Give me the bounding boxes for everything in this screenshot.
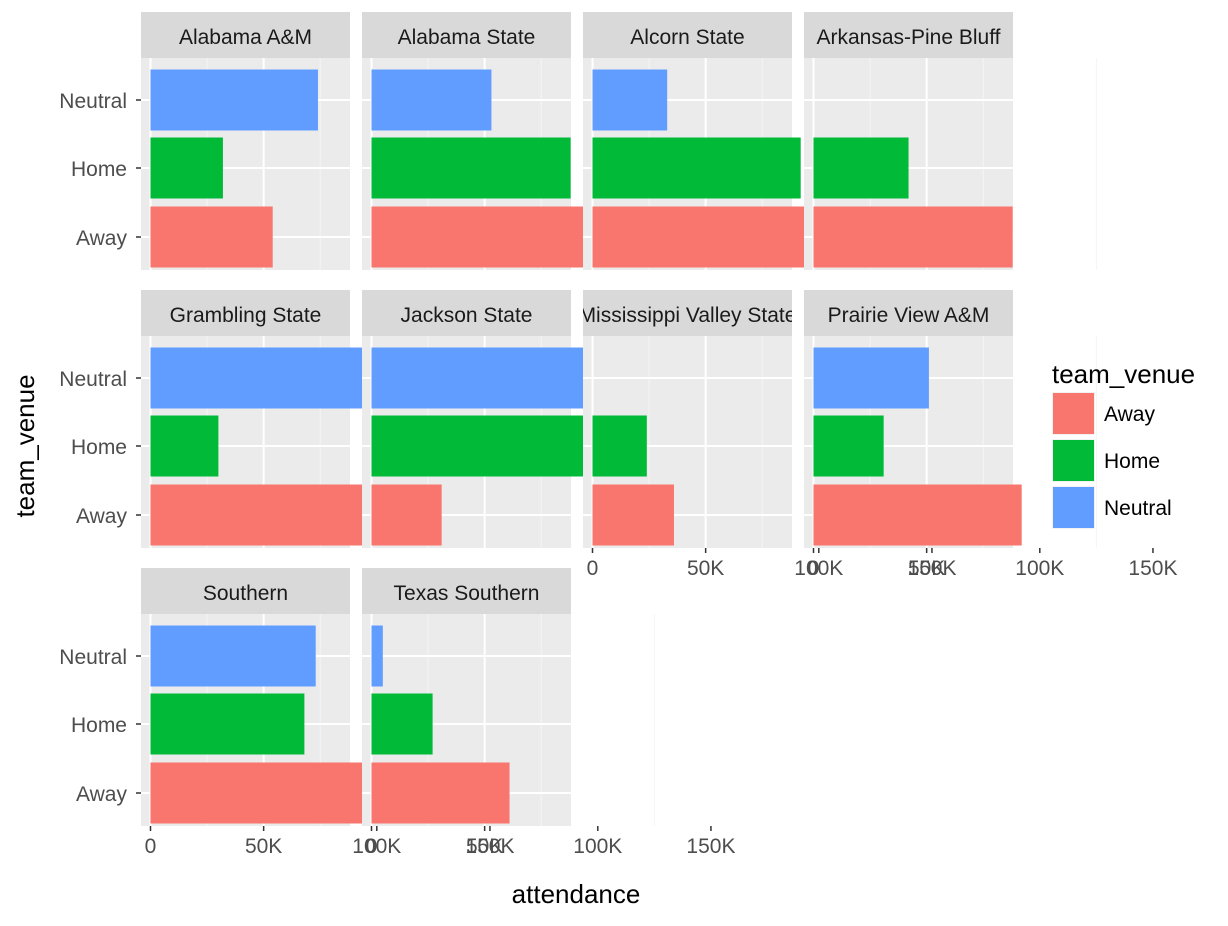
facet-strip — [362, 568, 571, 614]
x-tick-label: 50K — [245, 835, 282, 858]
bar-neutral — [592, 69, 668, 131]
bar-neutral — [371, 347, 596, 409]
x-tick-label: 150K — [465, 835, 514, 858]
bar-neutral — [371, 625, 383, 687]
x-tick-label: 0 — [145, 835, 157, 858]
panels-layer: Alabama A&M Alabama State Alcorn State Arka… — [141, 12, 1154, 826]
bar-away — [150, 206, 273, 268]
bar-neutral — [813, 347, 929, 409]
bar-home — [592, 415, 647, 477]
bar-neutral — [150, 69, 318, 131]
facet-panel: Mississippi Valley State — [579, 290, 933, 548]
bar-home — [150, 137, 223, 199]
bar-home — [371, 137, 571, 199]
x-tick-label: 150K — [907, 557, 956, 580]
x-axis-title: attendance — [512, 879, 641, 909]
x-tick-label: 50K — [908, 557, 945, 580]
facet-title: Grambling State — [170, 304, 322, 327]
facet-title: Jackson State — [401, 304, 533, 327]
bar-neutral — [371, 69, 492, 131]
facet-strip — [583, 12, 792, 58]
bar-home — [150, 693, 305, 755]
axes-layer: Neutral Home Away Neutral Home Away Neutral Hom… — [59, 90, 1177, 858]
y-tick-label: Away — [76, 783, 127, 806]
facet-panel: Prairie View A&M — [804, 290, 1154, 548]
facet-panel: Arkansas-Pine Bluff — [804, 12, 1154, 270]
x-tick-label: 0 — [808, 557, 820, 580]
bar-home — [813, 137, 909, 199]
facet-strip — [141, 290, 350, 336]
bar-neutral — [150, 625, 316, 687]
bar-away — [371, 484, 442, 546]
x-tick-label: 50K — [466, 835, 503, 858]
facet-strip — [804, 12, 1013, 58]
facet-panel: Alabama A&M — [141, 12, 491, 270]
legend-key-home — [1053, 440, 1094, 481]
legend-label: Home — [1104, 450, 1160, 473]
bar-away — [592, 206, 810, 268]
facet-title: Mississippi Valley State — [579, 304, 797, 327]
x-tick-label: 100K — [573, 835, 622, 858]
x-tick-label: 0 — [366, 835, 378, 858]
x-tick-label: 150K — [686, 835, 735, 858]
facet-strip — [362, 12, 571, 58]
facet-title: Alcorn State — [630, 26, 744, 49]
x-tick-label: 100K — [352, 835, 401, 858]
y-tick-label: Home — [71, 158, 127, 181]
facet-panel: Alcorn State — [583, 12, 933, 270]
x-tick-label: 100K — [1015, 557, 1064, 580]
y-tick-label: Home — [71, 436, 127, 459]
y-tick-label: Home — [71, 714, 127, 737]
x-tick-label: 50K — [687, 557, 724, 580]
legend: team_venue Away Home Neutral — [1052, 359, 1195, 529]
legend-label: Neutral — [1104, 497, 1172, 520]
facet-title: Alabama A&M — [179, 26, 312, 49]
bar-home — [592, 137, 801, 199]
x-tick-label: 100K — [794, 557, 843, 580]
bar-away — [592, 484, 674, 546]
facet-strip — [141, 568, 350, 614]
facet-title: Texas Southern — [394, 582, 540, 605]
bar-home — [813, 415, 884, 477]
facet-title: Arkansas-Pine Bluff — [816, 26, 1000, 49]
facet-title: Alabama State — [398, 26, 536, 49]
bar-away — [813, 206, 1013, 268]
legend-title: team_venue — [1052, 359, 1195, 389]
facet-strip — [583, 290, 792, 336]
bar-home — [371, 693, 433, 755]
y-tick-label: Away — [76, 227, 127, 250]
bar-home — [150, 415, 219, 477]
bar-away — [813, 484, 1022, 546]
facet-panel: Alabama State — [362, 12, 712, 270]
legend-label: Away — [1104, 403, 1155, 426]
bar-away — [150, 484, 393, 546]
y-tick-label: Neutral — [59, 368, 127, 391]
y-tick-label: Neutral — [59, 90, 127, 113]
facet-panel: Jackson State — [362, 290, 750, 548]
facet-strip — [141, 12, 350, 58]
facet-title: Southern — [203, 582, 288, 605]
y-tick-label: Away — [76, 505, 127, 528]
legend-key-neutral — [1053, 487, 1094, 528]
legend-key-away — [1053, 393, 1094, 434]
y-tick-label: Neutral — [59, 646, 127, 669]
x-tick-label: 150K — [1128, 557, 1177, 580]
bar-away — [371, 762, 510, 824]
x-tick-label: 0 — [587, 557, 599, 580]
facet-panel: Texas Southern — [362, 568, 712, 826]
facet-strip — [362, 290, 571, 336]
facet-strip — [804, 290, 1013, 336]
facet-title: Prairie View A&M — [828, 304, 990, 327]
y-axis-title: team_venue — [10, 374, 40, 517]
